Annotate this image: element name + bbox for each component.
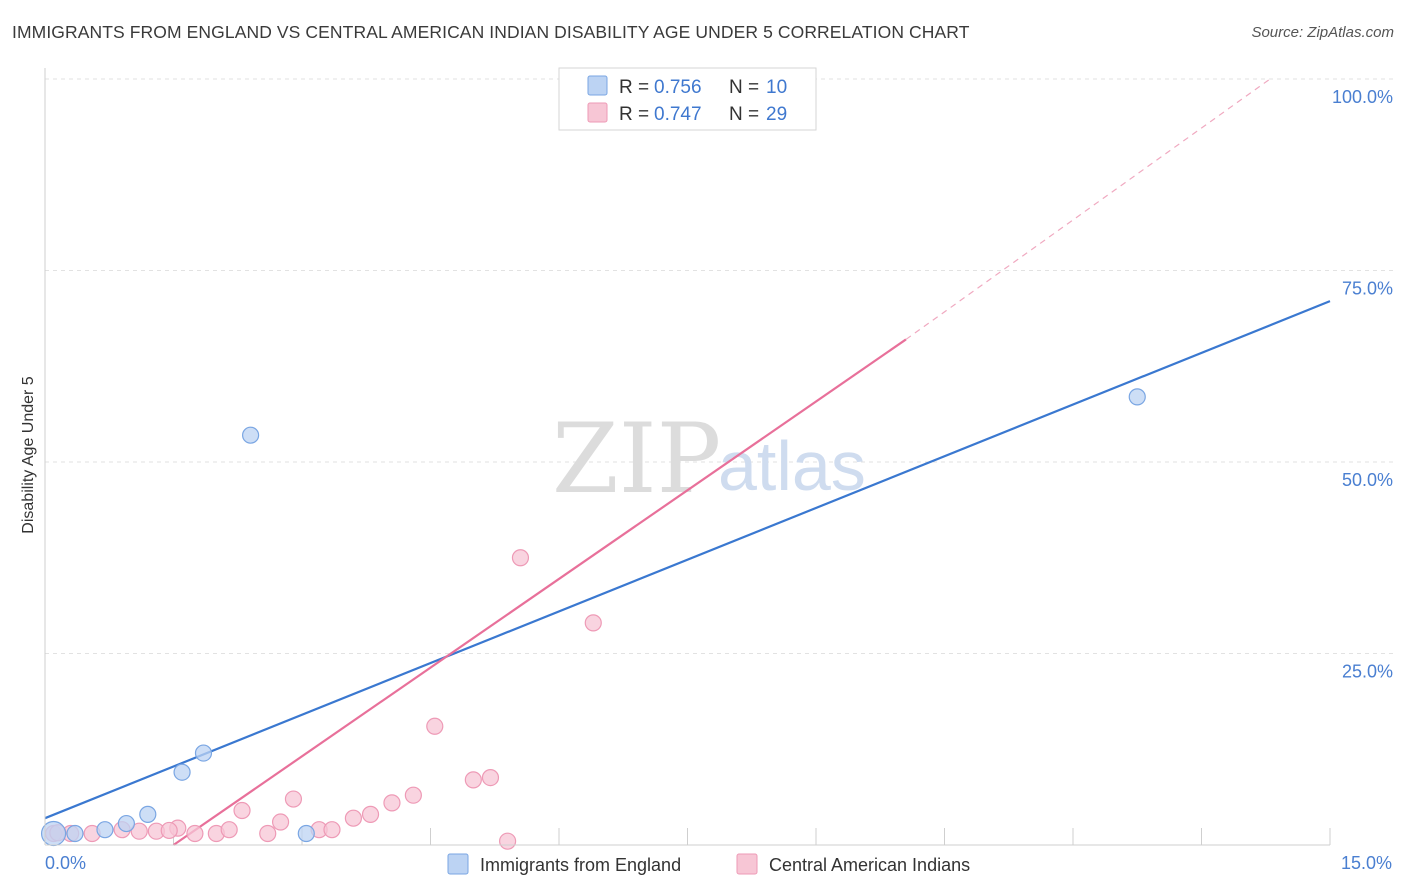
point-central-american bbox=[259, 824, 277, 843]
data-points bbox=[40, 70, 1146, 850]
x-tick-marks bbox=[173, 828, 1331, 845]
point-central-american bbox=[499, 832, 517, 850]
y-tick-label: 50.0% bbox=[1342, 470, 1393, 490]
point-england bbox=[66, 824, 84, 843]
legend-n-value-1: 10 bbox=[766, 77, 787, 98]
trend-line-central-american-extension bbox=[905, 78, 1271, 340]
point-central-american bbox=[464, 771, 482, 789]
point-england bbox=[194, 744, 213, 762]
point-england bbox=[96, 821, 114, 839]
point-england bbox=[40, 820, 67, 847]
point-central-american bbox=[220, 821, 238, 839]
point-england bbox=[1128, 388, 1146, 406]
legend-n-value-2: 29 bbox=[766, 104, 787, 125]
bottom-legend-label-pink: Central American Indians bbox=[769, 855, 970, 875]
point-england bbox=[117, 814, 135, 833]
point-central-american bbox=[511, 549, 530, 567]
watermark-atlas: atlas bbox=[718, 427, 866, 505]
point-central-american bbox=[426, 717, 444, 735]
point-central-american bbox=[186, 824, 204, 843]
chart-title: IMMIGRANTS FROM ENGLAND VS CENTRAL AMERI… bbox=[12, 22, 970, 42]
y-tick-label: 25.0% bbox=[1342, 662, 1393, 682]
point-central-american bbox=[130, 822, 148, 840]
legend-n-label-1: N = bbox=[729, 77, 759, 98]
point-central-american bbox=[284, 790, 303, 808]
legend-r-label-2: R = bbox=[619, 104, 649, 125]
bottom-legend: Immigrants from England Central American… bbox=[447, 853, 970, 875]
point-central-american bbox=[271, 813, 290, 831]
watermark-zip: ZIP bbox=[552, 403, 721, 515]
point-central-american bbox=[584, 614, 602, 632]
point-central-american bbox=[404, 786, 422, 804]
bottom-legend-swatch-pink bbox=[736, 853, 758, 875]
point-england bbox=[242, 426, 260, 444]
point-central-american bbox=[323, 821, 341, 839]
point-england bbox=[139, 805, 157, 823]
trend-line-central-american bbox=[172, 338, 907, 846]
y-axis-label: Disability Age Under 5 bbox=[20, 376, 37, 534]
point-england bbox=[297, 824, 315, 843]
point-central-american bbox=[160, 821, 178, 840]
point-central-american bbox=[344, 809, 362, 827]
point-central-american bbox=[233, 801, 251, 820]
x-tick-label-max: 15.0% bbox=[1341, 853, 1392, 873]
y-tick-labels: 25.0% 50.0% 75.0% 100.0% bbox=[1332, 87, 1393, 682]
grid-lines bbox=[45, 78, 1395, 654]
legend-n-label-2: N = bbox=[729, 104, 759, 125]
x-tick-label-min: 0.0% bbox=[45, 853, 86, 873]
point-central-american bbox=[361, 805, 380, 823]
legend-r-value-2: 0.747 bbox=[654, 104, 702, 125]
legend-r-value-1: 0.756 bbox=[654, 77, 702, 98]
y-tick-label: 100.0% bbox=[1332, 87, 1393, 107]
legend-swatch-blue bbox=[587, 75, 608, 96]
point-central-american bbox=[383, 794, 401, 812]
point-england bbox=[173, 763, 191, 781]
bottom-legend-label-blue: Immigrants from England bbox=[480, 855, 681, 875]
trend-line-england bbox=[44, 300, 1331, 820]
y-tick-label: 75.0% bbox=[1342, 279, 1393, 299]
legend-r-label-1: R = bbox=[619, 77, 649, 98]
top-legend: R = 0.756 N = 10 R = 0.747 N = 29 bbox=[558, 67, 817, 131]
trend-lines bbox=[44, 78, 1331, 846]
bottom-legend-swatch-blue bbox=[447, 853, 469, 875]
point-central-american bbox=[481, 768, 500, 787]
legend-swatch-pink bbox=[587, 102, 608, 123]
source-label: Source: ZipAtlas.com bbox=[1251, 24, 1394, 41]
